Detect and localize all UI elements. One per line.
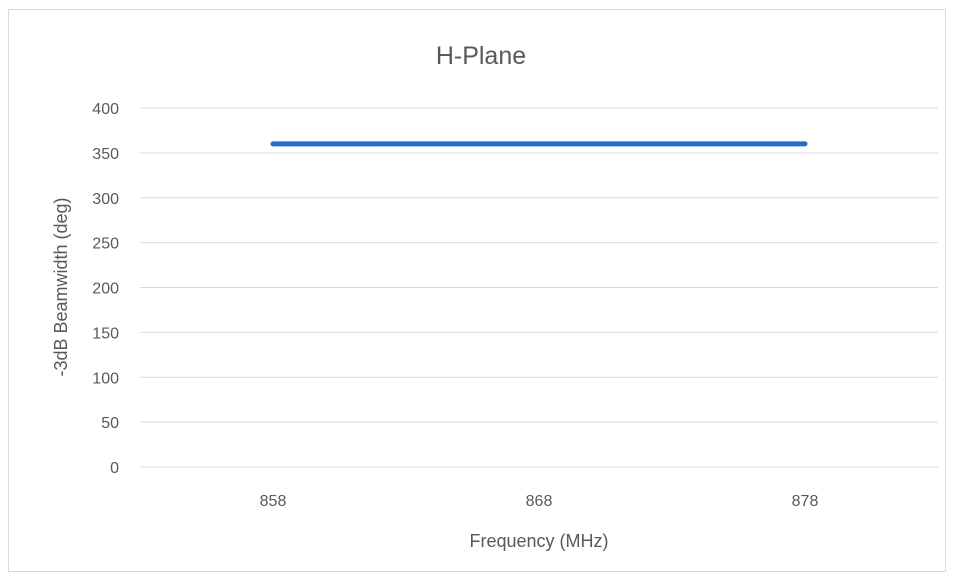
y-tick-label: 200	[92, 281, 119, 298]
x-axis-ticks: 858 868 878	[260, 493, 819, 510]
y-tick-label: 0	[110, 460, 119, 477]
y-tick-label: 50	[101, 415, 119, 432]
y-tick-label: 250	[92, 236, 119, 253]
y-tick-label: 350	[92, 146, 119, 163]
x-axis-label: Frequency (MHz)	[469, 531, 608, 551]
x-tick-label: 878	[792, 493, 819, 510]
y-tick-label: 400	[92, 101, 119, 118]
chart-frame	[8, 9, 946, 572]
x-tick-label: 858	[260, 493, 287, 510]
y-axis-ticks: 0 50 100 150 200 250 300 350 400	[92, 101, 119, 477]
y-tick-label: 150	[92, 325, 119, 342]
x-tick-label: 868	[526, 493, 553, 510]
gridlines	[140, 107, 938, 468]
y-tick-label: 300	[92, 191, 119, 208]
y-axis-label: -3dB Beamwidth (deg)	[51, 197, 71, 376]
chart-title: H-Plane	[436, 42, 526, 70]
y-tick-label: 100	[92, 370, 119, 387]
